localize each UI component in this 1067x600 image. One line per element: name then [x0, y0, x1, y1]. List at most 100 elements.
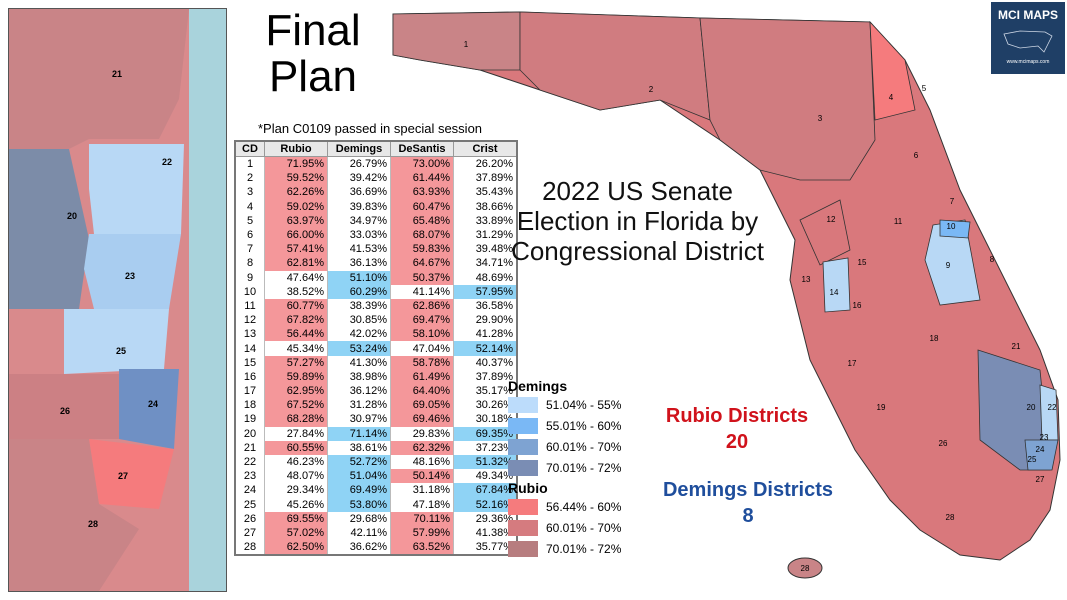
- district-label: 25: [1028, 455, 1037, 464]
- inset-district-22: [89, 144, 184, 234]
- crist-cell: 39.48%: [453, 242, 518, 257]
- table-row: 7 57.41% 41.53% 59.83% 39.48%: [235, 242, 518, 257]
- demings-cell: 69.49%: [327, 483, 391, 498]
- rubio-cell: 59.89%: [264, 369, 328, 384]
- crist-cell: 41.38%: [453, 525, 518, 541]
- rubio-cell: 60.77%: [264, 298, 328, 314]
- rubio-cell: 62.81%: [264, 256, 328, 271]
- crist-cell: 38.66%: [453, 199, 518, 214]
- demings-districts-label: Demings Districts: [662, 479, 834, 501]
- legend-item: 60.01% - 70%: [508, 436, 621, 457]
- cd-cell: 25: [235, 497, 265, 512]
- crist-cell: 30.26%: [453, 398, 518, 413]
- desantis-cell: 47.04%: [390, 341, 454, 356]
- legend: Demings 51.04% - 55% 55.01% - 60% 60.01% -…: [508, 378, 621, 559]
- legend-swatch: [508, 540, 538, 557]
- inset-district-20: [9, 149, 89, 309]
- legend-label: 70.01% - 72%: [546, 460, 622, 475]
- rubio-cell: 59.52%: [264, 171, 328, 186]
- legend-label: 60.01% - 70%: [546, 520, 622, 535]
- district-14: [822, 257, 851, 313]
- crist-cell: 67.84%: [453, 483, 518, 498]
- district-label: 4: [889, 93, 894, 102]
- demings-cell: 30.85%: [327, 313, 391, 328]
- rubio-cell: 27.84%: [264, 426, 328, 441]
- crist-cell: 41.28%: [453, 327, 518, 342]
- legend-rubio-title: Rubio: [508, 480, 548, 496]
- desantis-cell: 61.44%: [390, 171, 454, 186]
- district-label: 24: [1036, 445, 1045, 454]
- legend-label: 70.01% - 72%: [546, 541, 622, 556]
- legend-swatch: [508, 396, 538, 413]
- district-label: 7: [950, 197, 955, 206]
- demings-cell: 31.28%: [327, 398, 391, 413]
- district-4: [869, 20, 916, 121]
- district-10: [939, 219, 971, 239]
- page-title: Final Plan: [265, 6, 361, 101]
- desantis-cell: 62.32%: [390, 440, 454, 455]
- table-row: 12 67.82% 30.85% 69.47% 29.90%: [235, 313, 518, 328]
- desantis-cell: 61.49%: [390, 369, 454, 384]
- demings-summary: Demings Districts 8: [632, 477, 864, 529]
- legend-swatch: [508, 498, 538, 515]
- crist-cell: 37.23%: [453, 440, 518, 455]
- cd-cell: 13: [235, 327, 265, 342]
- desantis-cell: 69.46%: [390, 412, 454, 427]
- demings-cell: 36.12%: [327, 384, 391, 399]
- district-label: 3: [818, 114, 823, 123]
- cd-cell: 12: [235, 313, 265, 328]
- inset-label: 26: [60, 406, 70, 416]
- district-label: 9: [946, 261, 951, 270]
- column-header: DeSantis: [390, 140, 454, 157]
- district-label: 28: [946, 513, 955, 522]
- legend-item: 51.04% - 55%: [508, 394, 621, 415]
- table-row: 25 45.26% 53.80% 47.18% 52.16%: [235, 497, 518, 512]
- crist-cell: 29.90%: [453, 313, 518, 328]
- district-12-13: [799, 199, 851, 266]
- rubio-cell: 57.41%: [264, 242, 328, 257]
- demings-cell: 29.68%: [327, 511, 391, 526]
- rubio-cell: 38.52%: [264, 284, 328, 299]
- desantis-cell: 58.78%: [390, 355, 454, 370]
- plan-note: *Plan C0109 passed in special session: [258, 121, 483, 136]
- desantis-cell: 58.10%: [390, 327, 454, 342]
- column-header: Rubio: [264, 140, 328, 157]
- crist-cell: 30.18%: [453, 412, 518, 427]
- district-2: [519, 11, 711, 121]
- table-row: 10 38.52% 60.29% 41.14% 57.95%: [235, 284, 518, 299]
- rubio-cell: 45.34%: [264, 341, 328, 356]
- district-label: 15: [858, 258, 867, 267]
- table-row: 21 60.55% 38.61% 62.32% 37.23%: [235, 440, 518, 455]
- demings-cell: 38.39%: [327, 298, 391, 314]
- table-row: 28 62.50% 36.62% 63.52% 35.77%: [235, 540, 518, 556]
- inset-label: 23: [125, 271, 135, 281]
- district-1: [392, 11, 521, 71]
- inset-label: 21: [112, 69, 122, 79]
- inset-label: 28: [88, 519, 98, 529]
- crist-cell: 57.95%: [453, 284, 518, 299]
- table-row: 8 62.81% 36.13% 64.67% 34.71%: [235, 256, 518, 271]
- rubio-cell: 67.82%: [264, 313, 328, 328]
- desantis-cell: 29.83%: [390, 426, 454, 441]
- legend-swatch: [508, 438, 538, 455]
- cd-cell: 10: [235, 284, 265, 299]
- rubio-cell: 57.27%: [264, 355, 328, 370]
- south-florida-inset-map: 21 22 20 23 25 26 24 27 28: [8, 8, 227, 592]
- demings-cell: 33.03%: [327, 227, 391, 243]
- table-row: 20 27.84% 71.14% 29.83% 69.35%: [235, 426, 518, 441]
- district-label: 6: [914, 151, 919, 160]
- legend-swatch: [508, 417, 538, 434]
- cd-cell: 22: [235, 454, 265, 470]
- crist-cell: 33.89%: [453, 213, 518, 228]
- inset-label: 27: [118, 471, 128, 481]
- cd-cell: 18: [235, 398, 265, 413]
- demings-cell: 71.14%: [327, 426, 391, 441]
- cd-cell: 1: [235, 156, 265, 172]
- legend-label: 60.01% - 70%: [546, 439, 622, 454]
- inset-label: 22: [162, 157, 172, 167]
- district-label: 18: [930, 334, 939, 343]
- district-24-25: [1024, 439, 1059, 471]
- table-row: 4 59.02% 39.83% 60.47% 38.66%: [235, 199, 518, 214]
- demings-districts-count: 8: [742, 505, 754, 527]
- crist-cell: 52.14%: [453, 341, 518, 356]
